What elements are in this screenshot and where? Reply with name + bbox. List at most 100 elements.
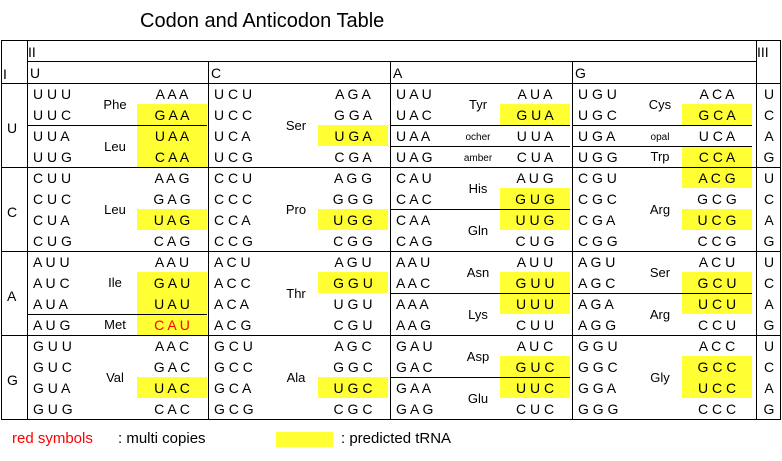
amino-acid-divider [390, 125, 570, 126]
predicted-trna-highlight [682, 293, 752, 314]
anticodon: C C U [697, 317, 737, 333]
anticodon: G C U [697, 275, 737, 291]
predicted-trna-highlight [682, 209, 752, 230]
codon: G U G [33, 401, 73, 417]
predicted-trna-highlight [500, 188, 570, 209]
predicted-trna-highlight [137, 377, 207, 398]
anticodon: U G C [333, 380, 373, 396]
anticodon: C G C [333, 401, 373, 417]
codon: A G C [578, 275, 616, 291]
predicted-trna-highlight [500, 377, 570, 398]
amino-acid-label: Arg [649, 201, 671, 217]
predicted-trna-highlight [137, 209, 207, 230]
page-title: Codon and Anticodon Table [140, 10, 385, 32]
third-base-label: C [763, 191, 775, 207]
anticodon: C C C [697, 401, 737, 417]
predicted-trna-highlight [318, 272, 388, 293]
amino-acid-label: Met [104, 317, 126, 332]
codon: U G G [578, 149, 618, 165]
codon: C U A [33, 212, 70, 228]
first-position-label: I [3, 66, 7, 82]
third-base-label: U [763, 170, 775, 186]
anticodon: A A A [155, 86, 189, 102]
codon: C A G [396, 233, 433, 249]
anticodon: C G U [333, 317, 373, 333]
codon: A C U [214, 254, 251, 270]
anticodon: U G U [333, 296, 373, 312]
codon: G G C [578, 359, 618, 375]
anticodon: U A A [154, 128, 190, 144]
predicted-trna-highlight [137, 314, 207, 335]
third-base-label: C [763, 275, 775, 291]
anticodon: U G A [334, 128, 372, 144]
codon: G G A [578, 380, 617, 396]
amino-acid-label: Ser [649, 264, 671, 280]
codon: G C U [214, 338, 253, 354]
third-base-label: U [763, 338, 775, 354]
codon: A G A [578, 296, 614, 312]
predicted-trna-highlight [500, 356, 570, 377]
predicted-trna-highlight [682, 272, 752, 293]
amino-acid-label: amber [463, 153, 493, 164]
legend-highlight-description: : predicted tRNA [341, 430, 452, 447]
anticodon: G C G [697, 191, 737, 207]
codon: G U C [33, 359, 72, 375]
codon: U U G [33, 149, 72, 165]
codon: C C U [214, 170, 253, 186]
codon: C U U [33, 170, 72, 186]
anticodon: U C U [697, 296, 737, 312]
amino-acid-divider [27, 125, 207, 126]
codon: C A A [396, 212, 431, 228]
anticodon: A C U [698, 254, 736, 270]
anticodon: A A C [154, 338, 190, 354]
codon: A A A [396, 296, 429, 312]
group-divider [1, 335, 781, 336]
third-base-label: U [763, 86, 775, 102]
predicted-trna-highlight [137, 104, 207, 125]
third-base-label: A [764, 128, 774, 144]
anticodon: G A G [153, 191, 191, 207]
header-divider [27, 61, 756, 62]
third-base-label: C [763, 107, 775, 123]
anticodon: U C C [697, 380, 737, 396]
anticodon: C A C [154, 401, 190, 417]
anticodon: U C A [698, 128, 736, 144]
amino-acid-divider [572, 293, 752, 294]
third-base-label: G [763, 317, 775, 333]
second-base-header: C [211, 65, 222, 81]
amino-acid-label: Tyr [468, 96, 488, 112]
codon: A U G [33, 317, 71, 333]
codon: A C G [214, 317, 252, 333]
codon: U U A [33, 128, 70, 144]
codon: U A C [396, 107, 432, 123]
column-divider [208, 61, 209, 420]
amino-acid-divider [27, 314, 207, 315]
first-base-label: C [7, 204, 18, 220]
anticodon: G G G [332, 191, 374, 207]
amino-acid-divider [572, 125, 752, 126]
anticodon: A G A [335, 86, 371, 102]
codon: G A G [396, 401, 434, 417]
amino-acid-label: Glu [467, 390, 489, 406]
codon: A U C [33, 275, 70, 291]
amino-acid-label: Pro [285, 201, 307, 217]
codon: C C G [214, 233, 253, 249]
anticodon: G C A [698, 107, 736, 123]
anticodon: C U G [515, 233, 555, 249]
codon: U G U [578, 86, 617, 102]
anticodon: A U G [516, 170, 554, 186]
predicted-trna-highlight [500, 293, 570, 314]
anticodon: C U A [516, 149, 554, 165]
second-position-label: II [28, 44, 36, 60]
anticodon: G A A [154, 107, 190, 123]
codon: G A U [396, 338, 433, 354]
predicted-trna-highlight [500, 272, 570, 293]
anticodon: A U C [516, 338, 554, 354]
third-base-label: A [764, 212, 774, 228]
predicted-trna-highlight [682, 356, 752, 377]
anticodon: A U A [517, 86, 553, 102]
anticodon: A G G [333, 170, 373, 186]
first-base-label: A [7, 288, 17, 304]
codon: C G U [578, 170, 617, 186]
predicted-trna-highlight [682, 167, 752, 188]
